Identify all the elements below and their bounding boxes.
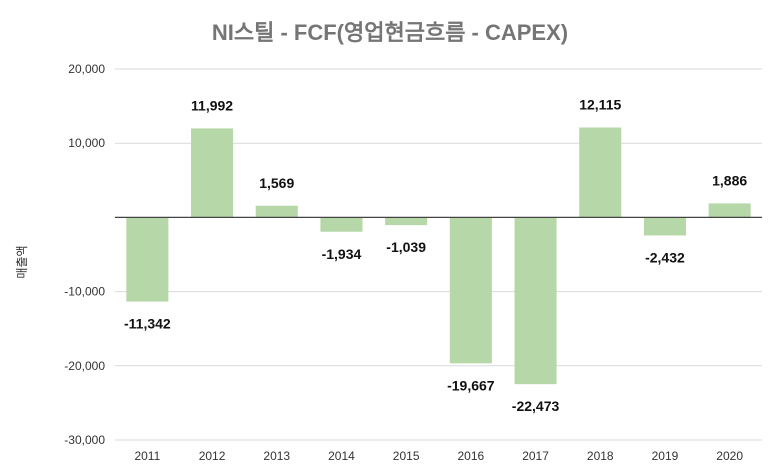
bar bbox=[385, 217, 428, 226]
bar bbox=[320, 217, 363, 232]
y-tick-label: -30,000 bbox=[64, 433, 105, 447]
x-tick-label: 2012 bbox=[199, 449, 226, 463]
bar bbox=[708, 203, 751, 218]
y-tick-layer: 20,000 10,000 -10,000 -20,000 -30,000 bbox=[64, 62, 105, 447]
x-tick-label: 2011 bbox=[134, 449, 160, 463]
x-tick-label: 2017 bbox=[522, 449, 549, 463]
x-tick-layer: 2011 2012 2013 2014 2015 2016 2017 2018 2019 2020 bbox=[134, 449, 743, 463]
data-label: -11,342 bbox=[124, 316, 171, 332]
x-tick-label: 2015 bbox=[393, 449, 420, 463]
y-axis-label: 매출액 bbox=[15, 245, 29, 278]
y-tick-label: -20,000 bbox=[64, 359, 105, 373]
data-label-layer: -11,342 11,992 1,569 -1,934 -1,039 -19,667 -22… bbox=[115, 97, 762, 414]
data-label: -1,039 bbox=[386, 239, 426, 255]
x-tick-label: 2020 bbox=[716, 449, 743, 463]
data-label: -1,934 bbox=[322, 246, 362, 262]
bar bbox=[514, 217, 557, 385]
data-label: 11,992 bbox=[191, 97, 233, 113]
y-tick-label: 10,000 bbox=[68, 136, 105, 150]
bar bbox=[191, 128, 234, 218]
bar bbox=[126, 217, 169, 302]
data-label: 1,886 bbox=[712, 172, 747, 188]
x-tick-label: 2016 bbox=[457, 449, 484, 463]
bar bbox=[449, 217, 492, 364]
data-label: 12,115 bbox=[579, 97, 621, 113]
bar bbox=[643, 217, 686, 236]
y-tick-label: -10,000 bbox=[64, 285, 105, 299]
x-tick-label: 2018 bbox=[587, 449, 614, 463]
chart-title: NI스틸 - FCF(영업현금흐름 - CAPEX) bbox=[212, 20, 568, 45]
y-tick-label: 20,000 bbox=[68, 62, 105, 76]
data-label: -22,473 bbox=[512, 398, 560, 414]
x-tick-label: 2019 bbox=[652, 449, 679, 463]
x-tick-label: 2014 bbox=[328, 449, 355, 463]
x-tick-label: 2013 bbox=[263, 449, 290, 463]
data-label: 1,569 bbox=[259, 175, 294, 191]
data-label: -19,667 bbox=[447, 377, 495, 393]
bar bbox=[579, 127, 622, 218]
bar bbox=[255, 205, 298, 218]
data-label: -2,432 bbox=[645, 249, 685, 265]
bar-layer bbox=[126, 127, 751, 385]
